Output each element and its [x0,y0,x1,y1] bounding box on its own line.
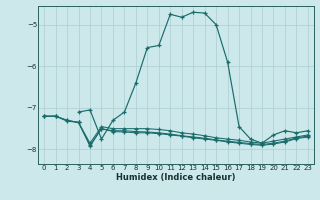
X-axis label: Humidex (Indice chaleur): Humidex (Indice chaleur) [116,173,236,182]
